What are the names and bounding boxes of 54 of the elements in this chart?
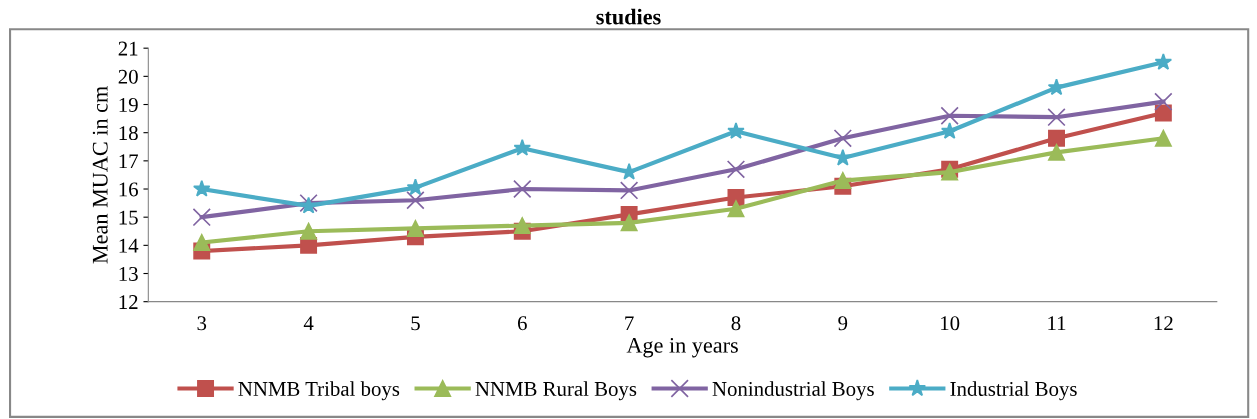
legend-label: NNMB Tribal boys <box>238 381 400 401</box>
x-tick-label: 6 <box>517 316 527 331</box>
point <box>1154 129 1172 147</box>
x-tick-label: 4 <box>303 316 314 331</box>
point <box>833 129 852 148</box>
y-tick-label: 20 <box>118 69 138 84</box>
legend-label: Industrial Boys <box>950 381 1077 401</box>
x-axis-title: Age in years <box>626 337 738 358</box>
legend-label: NNMB Rural Boys <box>475 381 637 401</box>
point <box>727 200 745 218</box>
y-tick-label: 14 <box>119 238 139 253</box>
x-tick-label: 8 <box>731 316 741 331</box>
point <box>513 179 532 199</box>
point <box>726 160 746 179</box>
point <box>300 222 318 240</box>
x-tick-label: 11 <box>1048 316 1066 331</box>
point <box>940 106 959 125</box>
point <box>727 122 745 139</box>
point <box>1154 104 1172 122</box>
y-tick-label: 12 <box>119 295 138 309</box>
x-tick-label: 9 <box>838 316 848 331</box>
chart-title: studies <box>596 8 661 25</box>
y-tick-label: 21 <box>118 41 138 56</box>
point <box>406 219 424 237</box>
point <box>620 162 638 180</box>
point <box>406 191 425 210</box>
point <box>1048 143 1065 161</box>
point <box>834 172 852 190</box>
y-tick-label: 15 <box>119 210 138 225</box>
point <box>620 214 638 232</box>
point <box>1048 129 1065 147</box>
point <box>834 148 852 166</box>
point <box>513 139 532 156</box>
point <box>940 122 959 139</box>
point <box>193 234 211 252</box>
point <box>1154 92 1173 111</box>
point <box>513 217 531 235</box>
y-tick-label: 17 <box>119 154 138 169</box>
y-tick-label: 19 <box>119 97 138 112</box>
point <box>192 179 211 197</box>
y-axis-title: Mean MUAC in cm <box>92 86 108 264</box>
y-tick-label: 13 <box>119 266 138 281</box>
point <box>192 208 211 227</box>
legend-label: Nonindustrial Boys <box>712 381 874 401</box>
y-tick-label: 16 <box>119 182 138 197</box>
point <box>619 181 639 200</box>
y-tick-label: 18 <box>119 126 138 141</box>
x-tick-label: 12 <box>1154 316 1173 331</box>
x-tick-label: 7 <box>625 316 634 331</box>
x-tick-label: 5 <box>411 316 420 331</box>
x-tick-label: 10 <box>941 316 960 331</box>
point <box>1047 108 1066 127</box>
x-tick-label: 3 <box>197 316 207 331</box>
point <box>1154 53 1173 70</box>
